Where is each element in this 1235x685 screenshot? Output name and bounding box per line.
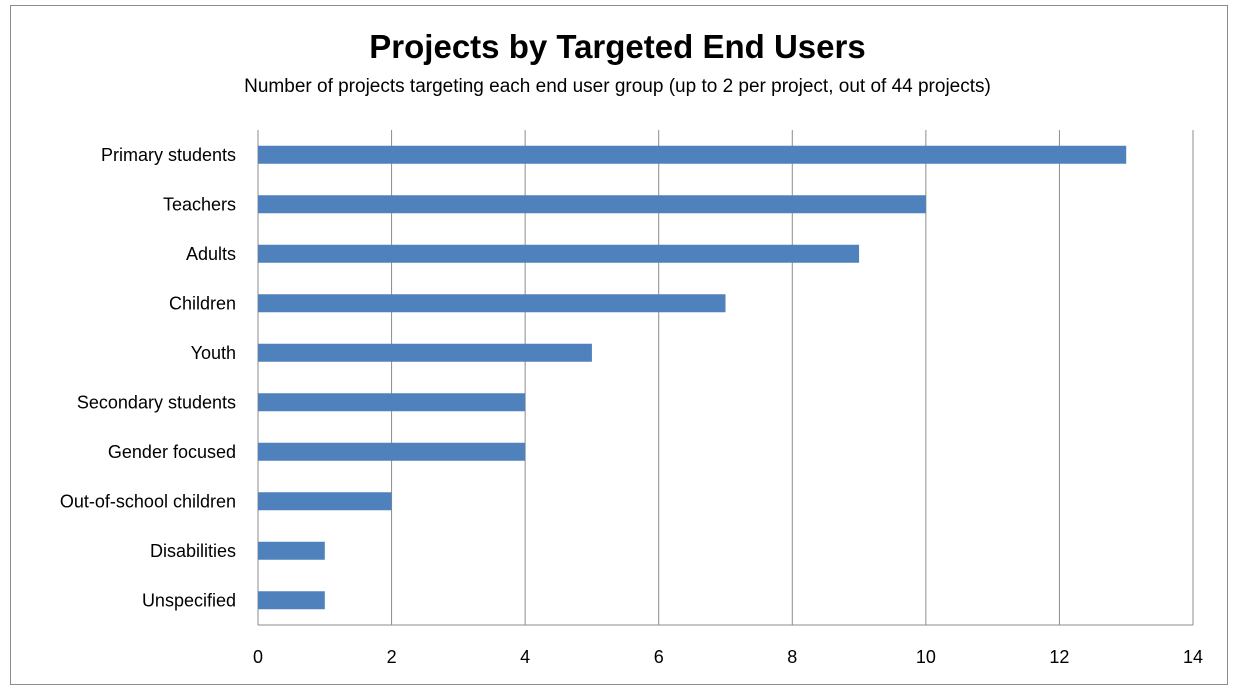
bar [258, 591, 325, 609]
category-label: Gender focused [108, 442, 236, 462]
x-tick-label: 12 [1049, 647, 1069, 667]
bar [258, 344, 592, 362]
category-labels: Primary students Teachers Adults Children Yo… [60, 145, 236, 611]
bar [258, 492, 392, 510]
x-tick-label: 2 [387, 647, 397, 667]
bar [258, 443, 525, 461]
bar [258, 294, 726, 312]
category-label: Secondary students [77, 392, 236, 412]
category-label: Teachers [163, 194, 236, 214]
bar [258, 146, 1126, 164]
x-tick-label: 8 [787, 647, 797, 667]
category-label: Primary students [101, 145, 236, 165]
x-tick-label: 0 [253, 647, 263, 667]
bar [258, 245, 859, 263]
category-label: Unspecified [142, 590, 236, 610]
category-label: Disabilities [150, 541, 236, 561]
category-label: Adults [186, 244, 236, 264]
category-label: Out-of-school children [60, 491, 236, 511]
bar [258, 393, 525, 411]
bar [258, 195, 926, 213]
category-label: Children [169, 293, 236, 313]
bars [258, 146, 1126, 610]
x-tick-labels: 0 2 4 6 8 10 12 14 [253, 647, 1203, 667]
bar [258, 542, 325, 560]
x-tick-label: 14 [1183, 647, 1203, 667]
x-tick-label: 6 [654, 647, 664, 667]
category-label: Youth [191, 343, 236, 363]
x-tick-label: 4 [520, 647, 530, 667]
x-tick-label: 10 [916, 647, 936, 667]
